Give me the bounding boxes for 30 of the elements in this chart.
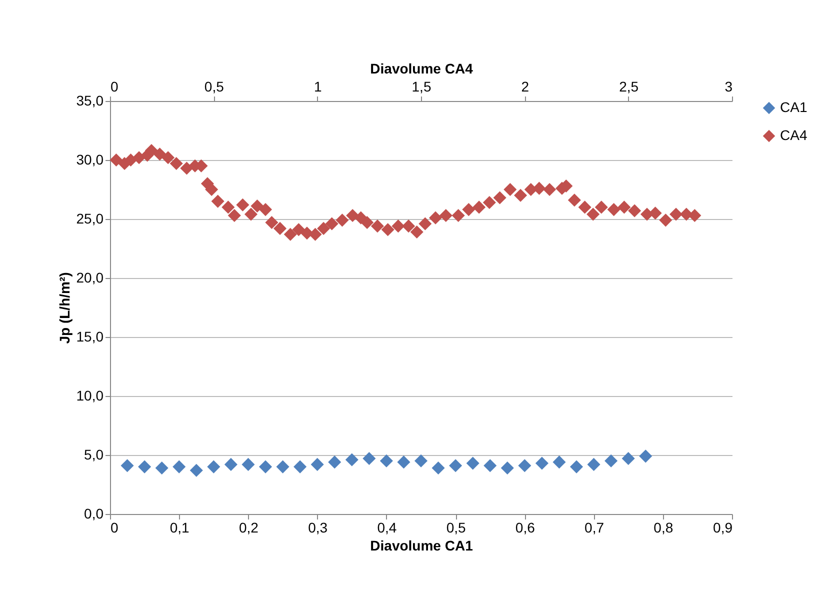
y-tick-label: 30,0 bbox=[76, 152, 104, 168]
x2-tick-label: 3 bbox=[724, 78, 733, 94]
x-tick-label: 0,8 bbox=[654, 520, 674, 536]
x-tick-label: 0,9 bbox=[713, 520, 733, 536]
x-tick-label: 0,1 bbox=[170, 520, 190, 536]
x-tick-label: 0 bbox=[110, 520, 118, 536]
x-tick-label: 0,3 bbox=[308, 520, 328, 536]
x2-axis-title: Diavolume CA4 bbox=[370, 60, 474, 76]
x2-tick-label: 0,5 bbox=[204, 78, 224, 94]
legend-label: CA4 bbox=[780, 127, 808, 143]
y-tick-label: 15,0 bbox=[76, 328, 104, 344]
x2-tick-label: 1 bbox=[314, 78, 322, 94]
y-tick-label: 20,0 bbox=[76, 270, 104, 286]
y-tick-label: 5,0 bbox=[84, 446, 104, 462]
y-tick-label: 25,0 bbox=[76, 210, 104, 226]
y-tick-label: 0,0 bbox=[84, 506, 104, 522]
y-tick-label: 35,0 bbox=[76, 92, 104, 108]
x-tick-label: 0,7 bbox=[584, 520, 604, 536]
y-tick-label: 10,0 bbox=[76, 388, 104, 404]
x-tick-label: 0,5 bbox=[446, 520, 466, 536]
x-tick-label: 0,6 bbox=[515, 520, 536, 536]
y-axis-title: Jp (L/h/m²) bbox=[56, 272, 72, 344]
legend-label: CA1 bbox=[780, 99, 808, 115]
x-tick-label: 0,4 bbox=[377, 520, 397, 536]
x2-tick-label: 0 bbox=[110, 78, 118, 94]
x2-tick-label: 1,5 bbox=[412, 78, 432, 94]
x-tick-label: 0,2 bbox=[238, 520, 259, 536]
x-axis-title: Diavolume CA1 bbox=[370, 538, 474, 554]
x2-tick-label: 2 bbox=[521, 78, 530, 94]
x2-tick-label: 2,5 bbox=[619, 78, 639, 94]
